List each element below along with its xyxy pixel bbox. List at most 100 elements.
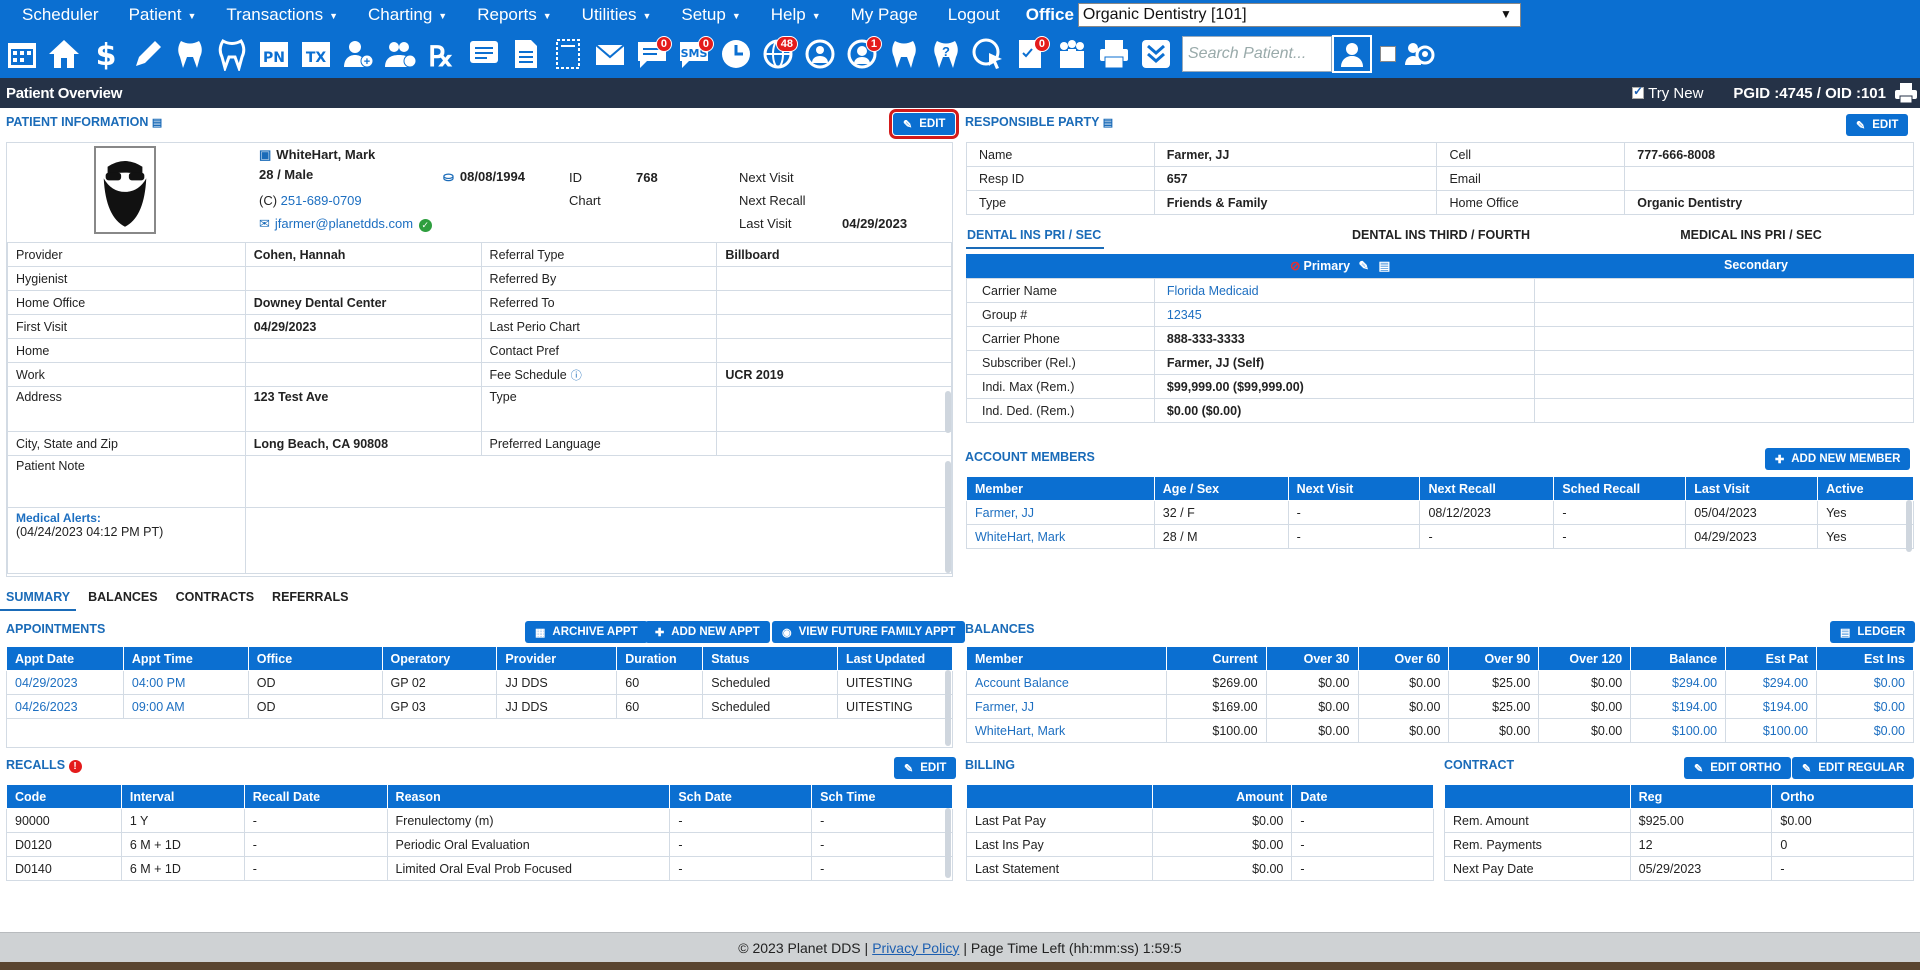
column-header[interactable]: Appt Time [122, 646, 249, 671]
column-header[interactable]: Status [702, 646, 839, 671]
tab-dental-ins-third-fourth[interactable]: DENTAL INS THIRD / FOURTH [1351, 228, 1530, 242]
message-button[interactable]: 0 [632, 34, 672, 74]
table-row[interactable]: D0140 6 M + 1D - Limited Oral Eval Prob Foc… [6, 856, 953, 881]
add-patient-button[interactable]: + [338, 34, 378, 74]
tab-balances[interactable]: BALANCES [88, 590, 158, 604]
table-row[interactable]: Last Ins Pay $0.00- [966, 832, 1434, 857]
menu-help[interactable]: Help ▼ [771, 5, 821, 25]
column-header[interactable]: Active [1817, 476, 1914, 501]
toolbar-checkbox[interactable] [1380, 46, 1396, 62]
cell-link[interactable]: Account Balance [975, 675, 1069, 690]
column-header[interactable]: Sch Date [669, 784, 813, 809]
cell-link[interactable]: 04/29/2023 [15, 675, 78, 690]
column-header[interactable]: Reason [386, 784, 671, 809]
column-header[interactable] [966, 784, 1153, 809]
table-row[interactable]: Farmer, JJ $169.00 $0.00 $0.00 $25.00 $0.00 $1… [966, 694, 1914, 719]
scrollbar[interactable] [945, 808, 951, 878]
insurance-link[interactable]: Florida Medicaid [1166, 283, 1259, 298]
column-header[interactable]: Provider [496, 646, 618, 671]
home-button[interactable] [44, 34, 84, 74]
scan-button[interactable] [548, 34, 588, 74]
table-row[interactable]: WhiteHart, Mark $100.00 $0.00 $0.00 $0.00 $0.… [966, 718, 1914, 743]
column-header[interactable]: Office [247, 646, 383, 671]
dollar-button[interactable]: $ [86, 34, 126, 74]
cell-link[interactable]: WhiteHart, Mark [975, 529, 1066, 544]
add-new-member-button[interactable]: ✚ ADD NEW MEMBER [1765, 448, 1911, 470]
try-new-checkbox[interactable] [1632, 84, 1645, 99]
column-header[interactable]: Appt Date [6, 646, 124, 671]
column-header[interactable]: Sched Recall [1553, 476, 1687, 501]
info-icon[interactable]: ⓘ [570, 369, 582, 382]
column-header[interactable]: Amount [1151, 784, 1293, 809]
table-row[interactable]: Farmer, JJ 32 / F -08/12/2023-05/04/2023 Ye… [966, 500, 1914, 525]
document-icon[interactable]: ▤ [151, 117, 163, 129]
column-header[interactable]: Member [966, 646, 1167, 671]
column-header[interactable]: Ortho [1771, 784, 1914, 809]
table-row[interactable]: 90000 1 Y - Frenulectomy (m) - - [6, 808, 953, 833]
tooth-button[interactable] [170, 34, 210, 74]
cell-link[interactable]: $0.00 [1873, 675, 1905, 690]
tx-button[interactable]: TX [296, 34, 336, 74]
cell-link[interactable]: 04:00 PM [131, 675, 186, 690]
table-row[interactable]: Account Balance $269.00 $0.00 $0.00 $25.00 $0… [966, 670, 1914, 695]
recalls-edit-button[interactable]: ✎ EDIT [894, 757, 957, 779]
family-button[interactable] [1052, 34, 1092, 74]
cell-link[interactable]: $194.00 [1762, 699, 1809, 714]
calendar-button[interactable] [2, 34, 42, 74]
table-row[interactable]: 04/29/2023 04:00 PM OD GP 02 JJ DDS 60 Schedul… [6, 670, 953, 695]
edit-icon[interactable]: ✎ [1358, 259, 1370, 273]
cell-link[interactable]: $194.00 [1671, 699, 1718, 714]
search-patient-input[interactable]: Search Patient... [1182, 36, 1332, 72]
menu-charting[interactable]: Charting ▼ [368, 5, 447, 25]
column-header[interactable]: Operatory [381, 646, 498, 671]
column-header[interactable]: Reg [1629, 784, 1773, 809]
column-header[interactable]: Recall Date [243, 784, 388, 809]
calendar-small-icon[interactable]: ▣ [259, 147, 272, 162]
office-select[interactable]: Organic Dentistry [101] ▼ [1077, 3, 1521, 27]
add-new-appt-button[interactable]: ✚ ADD NEW APPT [645, 621, 770, 643]
document-icon[interactable]: ▤ [1378, 259, 1391, 273]
column-header[interactable]: Over 120 [1538, 646, 1632, 671]
column-header[interactable]: Code [6, 784, 122, 809]
view-future-family-appt-button[interactable]: ◉ VIEW FUTURE FAMILY APPT [772, 621, 966, 643]
column-header[interactable]: Est Ins [1816, 646, 1914, 671]
agent-button[interactable]: 1 [842, 34, 882, 74]
cell-link[interactable]: WhiteHart, Mark [975, 723, 1066, 738]
column-header[interactable]: Next Recall [1419, 476, 1555, 501]
envelope-button[interactable] [590, 34, 630, 74]
clock-button[interactable] [716, 34, 756, 74]
column-header[interactable]: Over 30 [1265, 646, 1359, 671]
column-header[interactable] [1444, 784, 1631, 809]
column-header[interactable]: Member [966, 476, 1155, 501]
cell-link[interactable]: $0.00 [1873, 723, 1905, 738]
column-header[interactable]: Interval [120, 784, 245, 809]
column-header[interactable]: Over 90 [1448, 646, 1540, 671]
patient-edit-button[interactable]: ✎ EDIT [888, 109, 960, 139]
tab-medical-ins-pri-sec[interactable]: MEDICAL INS PRI / SEC [1680, 228, 1822, 242]
checklist-button[interactable]: 0 [1010, 34, 1050, 74]
responsible-party-edit-button[interactable]: ✎ EDIT [1846, 114, 1909, 136]
menu-setup[interactable]: Setup ▼ [681, 5, 740, 25]
document-icon[interactable]: ▤ [1102, 117, 1114, 129]
edit-regular-button[interactable]: ✎ EDIT REGULAR [1792, 757, 1915, 779]
column-header[interactable]: Date [1291, 784, 1434, 809]
cell-link[interactable]: Farmer, JJ [975, 699, 1035, 714]
column-header[interactable]: Last Updated [837, 646, 953, 671]
cell-link[interactable]: $100.00 [1762, 723, 1809, 738]
tab-dental-ins-pri-sec[interactable]: DENTAL INS PRI / SEC [966, 226, 1104, 249]
pn-button[interactable]: PN [254, 34, 294, 74]
menu-utilities[interactable]: Utilities ▼ [582, 5, 652, 25]
column-header[interactable]: Balance [1630, 646, 1727, 671]
tab-referrals[interactable]: REFERRALS [272, 590, 349, 604]
cell-link[interactable]: Farmer, JJ [975, 505, 1035, 520]
document-button[interactable] [506, 34, 546, 74]
menu-patient[interactable]: Patient ▼ [129, 5, 197, 25]
privacy-policy-link[interactable]: Privacy Policy [872, 939, 960, 956]
column-header[interactable]: Over 60 [1357, 646, 1450, 671]
menu-my-page[interactable]: My Page [851, 5, 918, 25]
menu-reports[interactable]: Reports ▼ [477, 5, 551, 25]
column-header[interactable]: Age / Sex [1153, 476, 1289, 501]
scrollbar[interactable] [1906, 500, 1912, 552]
sms-button[interactable]: SMS 0 [674, 34, 714, 74]
table-row[interactable]: Rem. Amount $925.00 $0.00 [1444, 808, 1914, 833]
